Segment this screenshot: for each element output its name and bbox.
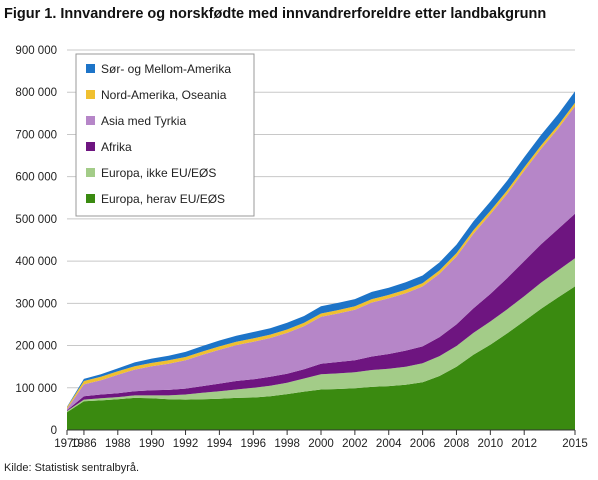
area-europa-ikke-eu-e-s	[67, 258, 575, 413]
area-europa-herav-eu-e-s	[67, 286, 575, 430]
chart-title: Figur 1. Innvandrere og norskfødte med i…	[4, 6, 547, 22]
y-tick-label: 900 000	[15, 45, 57, 57]
y-tick-label: 400 000	[15, 256, 57, 268]
x-tick-label: 2012	[511, 438, 537, 450]
legend-swatch-asia-med-tyrkia	[86, 116, 95, 125]
legend-box	[75, 53, 255, 217]
y-tick-label: 800 000	[15, 87, 57, 99]
y-tick-label: 0	[51, 425, 57, 437]
x-tick-label: 2008	[444, 438, 470, 450]
x-tick-label: 2015	[562, 438, 588, 450]
x-tick-label: 1990	[139, 438, 165, 450]
x-tick-label: 1992	[173, 438, 199, 450]
legend-label-afrika: Afrika	[101, 140, 132, 154]
x-tick-label: 2006	[410, 438, 436, 450]
legend-label-asia-med-tyrkia: Asia med Tyrkia	[101, 114, 186, 128]
legend-swatch-afrika	[86, 142, 95, 151]
x-tick-label: 2010	[478, 438, 504, 450]
legend-swatch-nord-amerika-oseania	[86, 90, 95, 99]
x-tick-label: 2002	[342, 438, 368, 450]
legend-swatch-europa-ikke-eu-e-s	[86, 168, 95, 177]
y-tick-label: 700 000	[15, 129, 57, 141]
area-asia-med-tyrkia	[67, 106, 575, 411]
legend-label-europa-ikke-eu-e-s: Europa, ikke EU/EØS	[101, 166, 216, 180]
x-tick-label: 1988	[105, 438, 131, 450]
x-tick-label: 1986	[71, 438, 97, 450]
x-tick-label: 2004	[376, 438, 402, 450]
y-tick-label: 200 000	[15, 341, 57, 353]
x-tick-label: 1994	[207, 438, 233, 450]
source-note: Kilde: Statistisk sentralbyrå.	[4, 462, 140, 474]
y-tick-label: 300 000	[15, 298, 57, 310]
axes: 0 100 000 200 000 300 000 400 000 500 000 600 …	[15, 45, 587, 450]
x-tick-label: 1996	[240, 438, 266, 450]
stacked-areas	[67, 91, 575, 430]
legend-label-europa-herav-eu-e-s: Europa, herav EU/EØS	[101, 192, 225, 206]
legend-swatch-europa-herav-eu-e-s	[86, 194, 95, 203]
y-tick-label: 100 000	[15, 383, 57, 395]
legend-label-s-r-og-mellom-amerika: Sør- og Mellom-Amerika	[101, 62, 231, 76]
legend-label-nord-amerika-oseania: Nord-Amerika, Oseania	[101, 88, 227, 102]
x-tick-label: 1998	[274, 438, 300, 450]
y-tick-label: 500 000	[15, 214, 57, 226]
x-tick-label: 1970	[54, 438, 80, 450]
legend: Sør- og Mellom-Amerika Nord-Amerika, Osea…	[75, 53, 255, 217]
y-tick-label: 600 000	[15, 172, 57, 184]
area-afrika	[67, 213, 575, 411]
x-tick-label: 2000	[308, 438, 334, 450]
legend-swatch-s-r-og-mellom-amerika	[86, 64, 95, 73]
